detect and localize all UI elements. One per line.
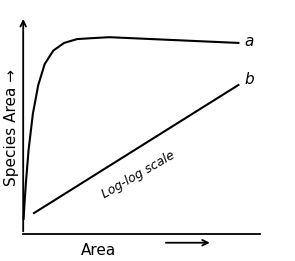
Text: Area: Area — [81, 243, 116, 258]
Text: b: b — [245, 72, 255, 87]
Text: Log-log scale: Log-log scale — [99, 149, 177, 201]
Text: a: a — [245, 33, 254, 49]
Text: Species Area →: Species Area → — [4, 69, 19, 186]
